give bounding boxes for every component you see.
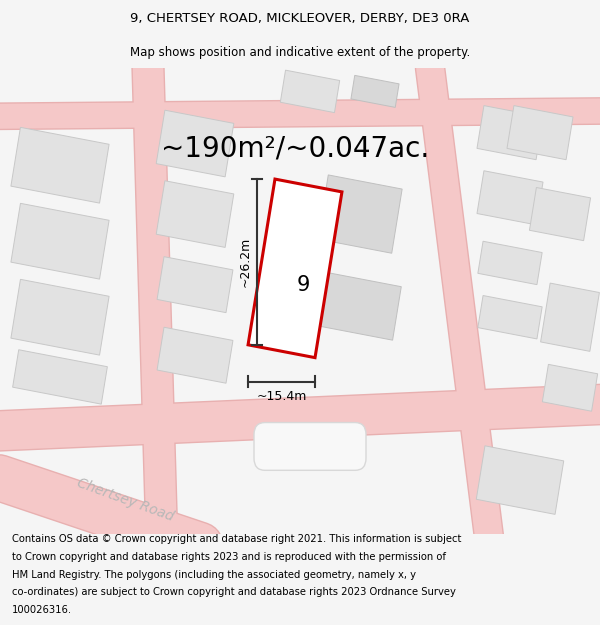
Polygon shape — [318, 175, 402, 253]
Text: ~26.2m: ~26.2m — [238, 237, 251, 287]
Text: ~190m²/~0.047ac.: ~190m²/~0.047ac. — [161, 135, 429, 163]
Polygon shape — [478, 241, 542, 284]
Polygon shape — [13, 350, 107, 404]
Polygon shape — [157, 257, 233, 312]
Polygon shape — [156, 110, 234, 177]
Text: 100026316.: 100026316. — [12, 605, 72, 615]
Polygon shape — [248, 179, 342, 358]
Text: co-ordinates) are subject to Crown copyright and database rights 2023 Ordnance S: co-ordinates) are subject to Crown copyr… — [12, 588, 456, 598]
Polygon shape — [156, 181, 234, 248]
FancyBboxPatch shape — [254, 422, 366, 471]
Text: 9: 9 — [296, 274, 310, 294]
Polygon shape — [507, 106, 573, 159]
Polygon shape — [319, 272, 401, 340]
Text: Chertsey Road: Chertsey Road — [75, 476, 176, 524]
Polygon shape — [477, 171, 543, 225]
Text: to Crown copyright and database rights 2023 and is reproduced with the permissio: to Crown copyright and database rights 2… — [12, 552, 446, 562]
Polygon shape — [157, 328, 233, 383]
Polygon shape — [529, 188, 590, 241]
Text: ~15.4m: ~15.4m — [256, 390, 307, 403]
Polygon shape — [11, 127, 109, 203]
Polygon shape — [11, 203, 109, 279]
Polygon shape — [280, 70, 340, 112]
Polygon shape — [11, 279, 109, 355]
Polygon shape — [478, 296, 542, 339]
Polygon shape — [477, 106, 543, 159]
Polygon shape — [542, 364, 598, 411]
Text: Map shows position and indicative extent of the property.: Map shows position and indicative extent… — [130, 46, 470, 59]
Text: Contains OS data © Crown copyright and database right 2021. This information is : Contains OS data © Crown copyright and d… — [12, 534, 461, 544]
Polygon shape — [476, 446, 564, 514]
Polygon shape — [351, 76, 399, 108]
Text: HM Land Registry. The polygons (including the associated geometry, namely x, y: HM Land Registry. The polygons (includin… — [12, 570, 416, 580]
Polygon shape — [541, 283, 599, 351]
Text: 9, CHERTSEY ROAD, MICKLEOVER, DERBY, DE3 0RA: 9, CHERTSEY ROAD, MICKLEOVER, DERBY, DE3… — [130, 12, 470, 26]
